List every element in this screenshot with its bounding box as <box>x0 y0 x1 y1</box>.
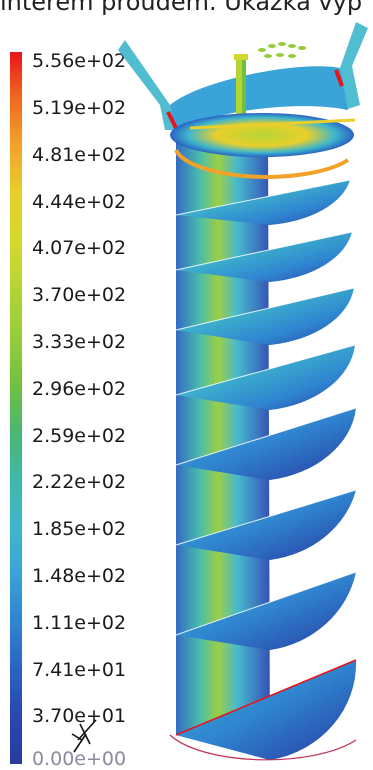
legend-tick: 1.11e+02 <box>32 612 127 634</box>
legend-ticks: 5.56e+02 5.19e+02 4.81e+02 4.44e+02 4.07… <box>32 0 152 770</box>
legend-tick: 4.07e+02 <box>32 237 127 259</box>
spiral-disc-icon <box>169 113 357 761</box>
legend-tick: 5.56e+02 <box>32 50 127 72</box>
color-legend-bar <box>10 52 22 764</box>
legend-tick: 5.19e+02 <box>32 97 127 119</box>
legend-tick: 3.70e+02 <box>32 284 127 306</box>
legend-tick: 2.96e+02 <box>32 378 127 400</box>
legend-tick: 0.00e+00 <box>32 748 127 770</box>
caption: interem proudem. Ukázka vyp <box>0 0 363 16</box>
legend-tick: 1.85e+02 <box>32 518 127 540</box>
column-wall <box>176 130 270 760</box>
nozzle-icon <box>234 54 248 120</box>
legend-tick: 4.81e+02 <box>32 144 127 166</box>
xyz-axis-icon <box>71 719 97 753</box>
funnel-icon <box>118 22 368 130</box>
legend-tick: 4.44e+02 <box>32 191 127 213</box>
legend-tick: 3.70e+01 <box>32 705 127 727</box>
legend-tick: 1.48e+02 <box>32 565 127 587</box>
legend-tick: 2.59e+02 <box>32 425 127 447</box>
outlet-ring-icon <box>258 42 306 58</box>
legend-tick: 2.22e+02 <box>32 471 127 493</box>
legend-tick: 7.41e+01 <box>32 659 127 681</box>
legend-tick: 3.33e+02 <box>32 331 127 353</box>
